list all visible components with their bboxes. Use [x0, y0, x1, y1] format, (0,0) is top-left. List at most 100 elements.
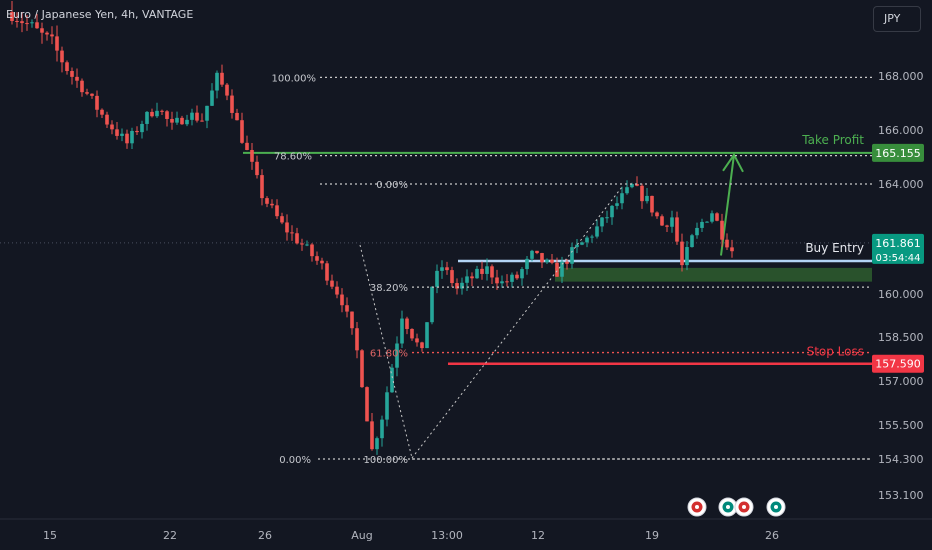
- candle-body: [505, 281, 509, 283]
- candle-body: [600, 217, 604, 227]
- candle-body: [570, 247, 574, 264]
- candle-body: [345, 305, 349, 312]
- candle-body: [610, 205, 614, 218]
- candle-body: [485, 266, 489, 274]
- candle-body: [475, 268, 479, 279]
- candle-body: [705, 221, 709, 223]
- candle-body: [25, 23, 29, 25]
- candle-body: [240, 120, 244, 143]
- candle-body: [65, 62, 69, 72]
- time-tick-label: Aug: [351, 529, 372, 542]
- candle-body: [80, 80, 84, 93]
- candle-body: [620, 193, 624, 204]
- stop-loss-label: Stop Loss: [807, 345, 864, 359]
- candle-body: [285, 222, 289, 233]
- candle-body: [520, 269, 524, 279]
- candle-body: [625, 187, 629, 194]
- candle-body: [565, 261, 569, 264]
- candle-body: [10, 12, 14, 21]
- time-tick-label: 19: [645, 529, 659, 542]
- candle-body: [500, 281, 504, 284]
- candle-body: [670, 217, 674, 227]
- candle-body: [370, 421, 374, 450]
- candle-body: [335, 286, 339, 295]
- candle-body: [720, 220, 724, 240]
- current-price: 161.861: [875, 237, 921, 250]
- candle-body: [710, 213, 714, 222]
- candle-body: [15, 20, 19, 22]
- price-tick-label: 160.000: [878, 288, 924, 301]
- candle-body: [410, 328, 414, 339]
- candle-body: [145, 111, 149, 124]
- candle-body: [295, 233, 299, 244]
- fib-lower-label: 0.00%: [279, 455, 311, 466]
- candle-body: [615, 203, 619, 206]
- time-tick-label: 26: [765, 529, 779, 542]
- candle-body: [405, 318, 409, 329]
- candle-body: [50, 34, 54, 37]
- candle-body: [60, 50, 64, 63]
- candle-body: [300, 243, 304, 245]
- candle-body: [40, 28, 44, 33]
- take-profit-price: 165.155: [875, 147, 921, 160]
- time-tick-label: 26: [258, 529, 272, 542]
- candle-body: [35, 22, 39, 29]
- candle-body: [55, 36, 59, 51]
- candle-body: [650, 195, 654, 213]
- currency-button[interactable]: JPY: [873, 6, 921, 32]
- candle-body: [440, 267, 444, 271]
- candle-body: [330, 280, 334, 287]
- candle-body: [445, 267, 449, 271]
- candle-body: [210, 90, 214, 106]
- take-profit-price-tag: [872, 143, 924, 162]
- take-profit-label: Take Profit: [801, 133, 864, 147]
- candle-body: [575, 244, 579, 248]
- bar-countdown: 03:54:44: [876, 253, 921, 264]
- candle-body: [640, 185, 644, 202]
- price-tick-label: 166.000: [878, 124, 924, 137]
- candle-body: [515, 274, 519, 279]
- candle-body: [235, 112, 239, 121]
- candle-body: [555, 262, 559, 277]
- candle-body: [545, 259, 549, 263]
- candle-body: [315, 256, 319, 261]
- candle-body: [185, 119, 189, 125]
- candle-body: [560, 261, 564, 277]
- candle-body: [100, 109, 104, 115]
- candle-body: [535, 250, 539, 254]
- stop-loss-price: 157.590: [875, 358, 921, 371]
- candle-body: [725, 239, 729, 248]
- candle-body: [160, 110, 164, 112]
- candle-body: [430, 286, 434, 323]
- candle-body: [270, 203, 274, 206]
- candle-body: [590, 236, 594, 238]
- candle-body: [715, 213, 719, 221]
- candle-body: [530, 250, 534, 259]
- economic-event-icon[interactable]: [718, 497, 738, 517]
- candle-body: [525, 258, 529, 270]
- economic-event-icon[interactable]: [734, 497, 754, 517]
- candle-body: [400, 318, 404, 344]
- economic-event-icon[interactable]: [766, 497, 786, 517]
- candle-body: [260, 175, 264, 199]
- candle-body: [730, 247, 734, 252]
- candle-body: [540, 253, 544, 263]
- candle-body: [90, 93, 94, 96]
- candle-body: [480, 268, 484, 274]
- candle-body: [120, 133, 124, 136]
- buy-zone: [555, 267, 872, 282]
- candle-body: [655, 212, 659, 217]
- fib-lower-label: 100.00%: [364, 455, 409, 466]
- time-tick-label: 13:00: [431, 529, 463, 542]
- price-tick-label: 157.000: [878, 375, 924, 388]
- current-price-tag: [872, 233, 924, 264]
- candle-body: [580, 242, 584, 245]
- economic-event-icon[interactable]: [687, 497, 707, 517]
- time-tick-label: 22: [163, 529, 177, 542]
- candle-body: [675, 217, 679, 242]
- candlestick-series: [10, 0, 734, 455]
- fib-upper-label: 78.60%: [274, 152, 312, 163]
- candle-body: [595, 226, 599, 237]
- symbol-title: Euro / Japanese Yen, 4h, VANTAGE: [6, 8, 194, 21]
